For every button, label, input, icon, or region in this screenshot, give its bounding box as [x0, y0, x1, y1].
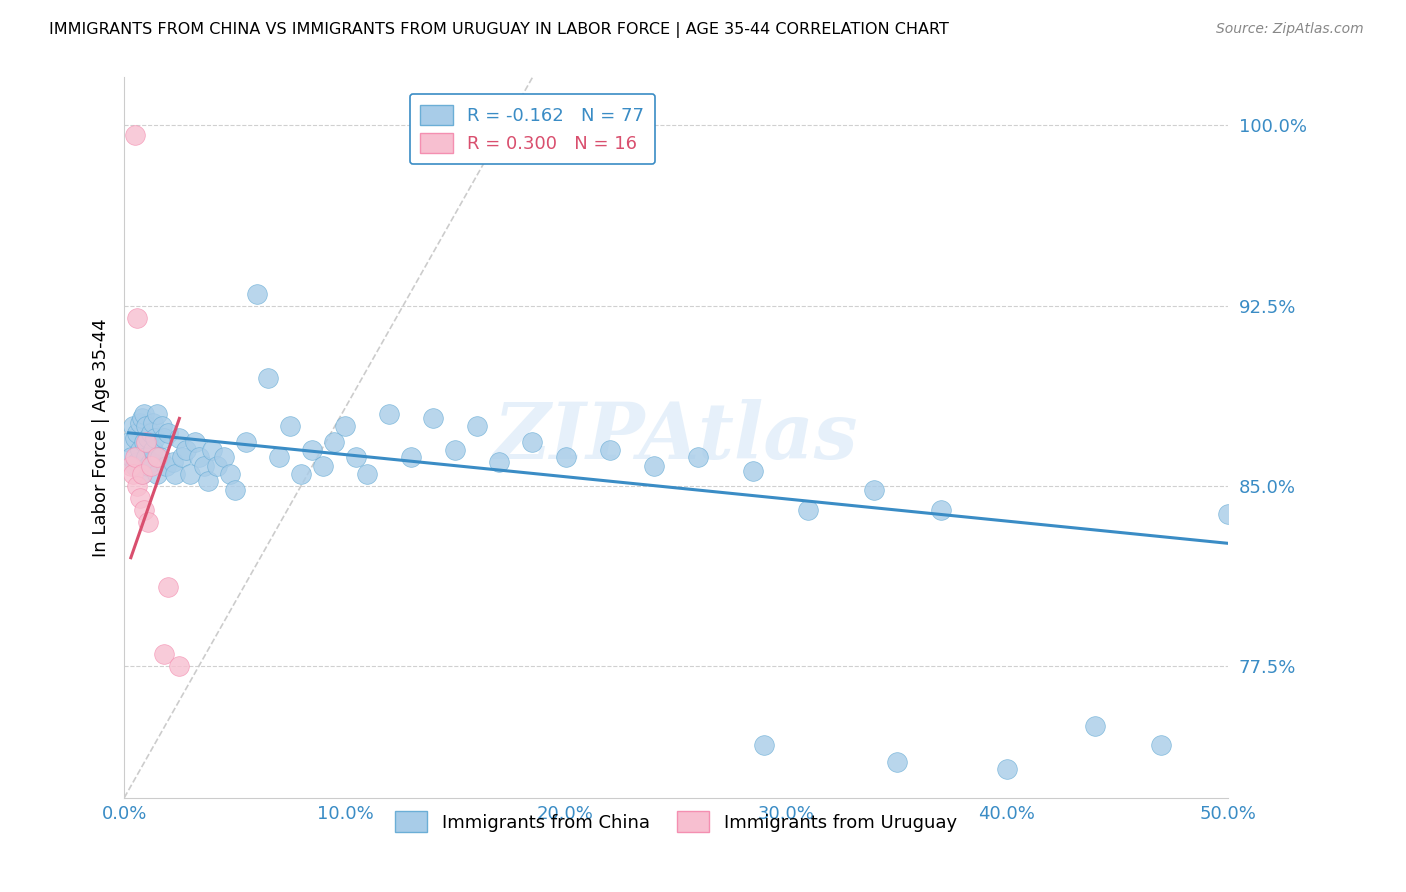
Point	[127, 478, 149, 492]
Point	[132, 407, 155, 421]
Point	[643, 459, 665, 474]
Point	[212, 450, 235, 464]
Point	[356, 467, 378, 481]
Point	[146, 407, 169, 421]
Point	[752, 738, 775, 752]
Point	[444, 442, 467, 457]
Point	[197, 474, 219, 488]
Point	[1150, 738, 1173, 752]
Point	[344, 450, 367, 464]
Point	[179, 467, 201, 481]
Point	[378, 407, 401, 421]
Point	[929, 502, 952, 516]
Point	[399, 450, 422, 464]
Point	[267, 450, 290, 464]
Point	[465, 418, 488, 433]
Point	[246, 286, 269, 301]
Point	[599, 442, 621, 457]
Point	[132, 502, 155, 516]
Point	[138, 515, 160, 529]
Point	[290, 467, 312, 481]
Point	[301, 442, 323, 457]
Legend: Immigrants from China, Immigrants from Uruguay: Immigrants from China, Immigrants from U…	[388, 804, 965, 839]
Point	[488, 455, 510, 469]
Point	[522, 435, 544, 450]
Point	[143, 431, 166, 445]
Point	[131, 467, 153, 481]
Point	[333, 418, 356, 433]
Point	[886, 755, 908, 769]
Point	[128, 442, 150, 457]
Point	[193, 459, 215, 474]
Point	[124, 459, 146, 474]
Point	[219, 467, 242, 481]
Point	[686, 450, 709, 464]
Point	[122, 467, 145, 481]
Point	[127, 455, 149, 469]
Point	[1216, 508, 1239, 522]
Point	[153, 647, 176, 661]
Point	[146, 467, 169, 481]
Point	[135, 418, 157, 433]
Point	[201, 442, 224, 457]
Text: Source: ZipAtlas.com: Source: ZipAtlas.com	[1216, 22, 1364, 37]
Point	[170, 450, 193, 464]
Point	[224, 483, 246, 498]
Point	[122, 418, 145, 433]
Point	[235, 435, 257, 450]
Point	[124, 431, 146, 445]
Point	[132, 435, 155, 450]
Point	[131, 411, 153, 425]
Point	[797, 502, 820, 516]
Point	[163, 467, 186, 481]
Point	[127, 310, 149, 325]
Point	[135, 450, 157, 464]
Point	[138, 459, 160, 474]
Point	[127, 425, 149, 440]
Point	[422, 411, 444, 425]
Point	[205, 459, 228, 474]
Point	[162, 455, 184, 469]
Point	[322, 435, 344, 450]
Point	[148, 450, 170, 464]
Point	[138, 431, 160, 445]
Point	[742, 464, 765, 478]
Point	[150, 418, 173, 433]
Point	[153, 431, 176, 445]
Point	[120, 450, 142, 464]
Point	[139, 455, 162, 469]
Point	[146, 450, 169, 464]
Point	[139, 425, 162, 440]
Point	[188, 450, 211, 464]
Point	[155, 459, 177, 474]
Y-axis label: In Labor Force | Age 35-44: In Labor Force | Age 35-44	[93, 318, 110, 557]
Point	[128, 416, 150, 430]
Point	[131, 467, 153, 481]
Point	[1084, 719, 1107, 733]
Point	[995, 762, 1018, 776]
Point	[174, 442, 197, 457]
Point	[124, 450, 146, 464]
Point	[312, 459, 335, 474]
Point	[157, 580, 180, 594]
Point	[184, 435, 207, 450]
Point	[128, 491, 150, 505]
Point	[142, 416, 165, 430]
Point	[554, 450, 576, 464]
Point	[863, 483, 886, 498]
Point	[157, 425, 180, 440]
Text: ZIPAtlas: ZIPAtlas	[494, 400, 858, 475]
Point	[169, 658, 191, 673]
Point	[142, 442, 165, 457]
Point	[120, 459, 142, 474]
Text: IMMIGRANTS FROM CHINA VS IMMIGRANTS FROM URUGUAY IN LABOR FORCE | AGE 35-44 CORR: IMMIGRANTS FROM CHINA VS IMMIGRANTS FROM…	[49, 22, 949, 38]
Point	[256, 370, 278, 384]
Point	[124, 128, 146, 142]
Point	[278, 418, 301, 433]
Point	[135, 435, 157, 450]
Point	[117, 435, 139, 450]
Point	[139, 459, 162, 474]
Point	[169, 431, 191, 445]
